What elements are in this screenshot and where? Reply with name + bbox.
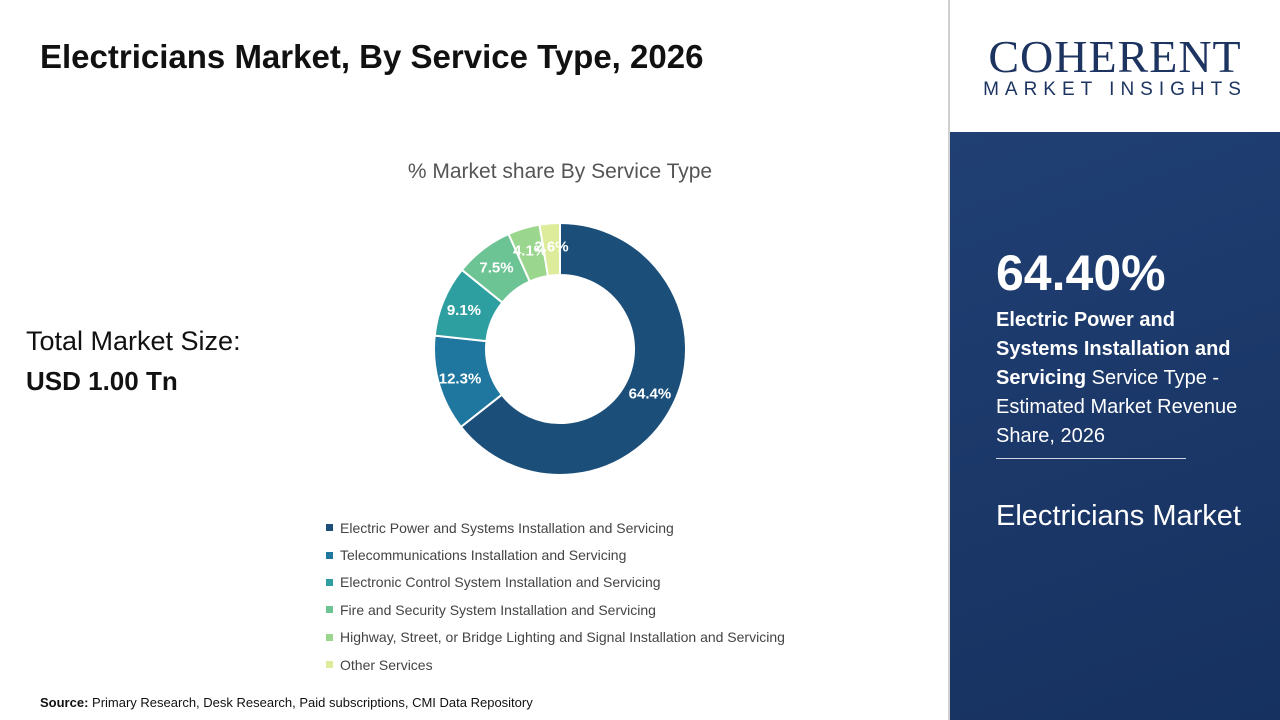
legend-swatch bbox=[326, 524, 333, 532]
legend-item: Fire and Security System Installation an… bbox=[326, 596, 785, 623]
donut-chart: 64.4% 12.3% 9.1% 7.5%4.1%2.6% bbox=[433, 221, 687, 476]
highlight-description: Electric Power and Systems Installation … bbox=[996, 306, 1256, 451]
donut-slice bbox=[459, 221, 687, 476]
legend-item: Electronic Control System Installation a… bbox=[326, 569, 785, 596]
side-panel: COHERENT MARKET INSIGHTS 64.40% Electric… bbox=[950, 0, 1280, 720]
donut-slice bbox=[538, 221, 561, 278]
legend-swatch bbox=[326, 551, 333, 559]
data-label: 4.1% bbox=[513, 242, 547, 259]
highlight-segment: Electric Power and Systems Installation … bbox=[996, 309, 1231, 389]
source-text: Primary Research, Desk Research, Paid su… bbox=[88, 695, 533, 710]
legend-swatch bbox=[326, 578, 333, 586]
legend-label: Fire and Security System Installation an… bbox=[340, 601, 656, 618]
legend-label: Electronic Control System Installation a… bbox=[340, 574, 661, 591]
data-label: 9.1% bbox=[447, 302, 481, 319]
legend-swatch bbox=[326, 606, 333, 614]
legend: Electric Power and Systems Installation … bbox=[326, 514, 785, 678]
divider bbox=[996, 458, 1186, 459]
data-label: 2.6% bbox=[534, 238, 568, 255]
source-label: Source: bbox=[40, 695, 89, 710]
legend-label: Telecommunications Installation and Serv… bbox=[340, 547, 627, 564]
logo: COHERENT MARKET INSIGHTS bbox=[950, 0, 1280, 132]
legend-label: Electric Power and Systems Installation … bbox=[340, 519, 674, 536]
legend-item: Electric Power and Systems Installation … bbox=[326, 514, 785, 541]
legend-swatch bbox=[326, 633, 333, 641]
source-note: Source: Primary Research, Desk Research,… bbox=[40, 695, 533, 710]
highlight-percent: 64.40% bbox=[996, 245, 1166, 301]
logo-main: COHERENT bbox=[988, 31, 1242, 82]
page-title: Electricians Market, By Service Type, 20… bbox=[40, 38, 704, 75]
legend-item: Telecommunications Installation and Serv… bbox=[326, 541, 785, 568]
highlight-panel: 64.40% Electric Power and Systems Instal… bbox=[950, 132, 1280, 720]
total-market-label: Total Market Size: bbox=[26, 326, 241, 356]
data-label: 64.4% bbox=[629, 386, 672, 403]
chart-area: Electricians Market, By Service Type, 20… bbox=[26, 0, 950, 720]
legend-label: Highway, Street, or Bridge Lighting and … bbox=[340, 629, 785, 646]
data-label: 12.3% bbox=[439, 371, 482, 388]
total-market-value: USD 1.00 Tn bbox=[26, 366, 178, 396]
logo-sub: MARKET INSIGHTS bbox=[983, 79, 1247, 100]
legend-swatch bbox=[326, 661, 333, 669]
legend-label: Other Services bbox=[340, 656, 433, 673]
market-name: Electricians Market bbox=[996, 500, 1241, 532]
chart-title: % Market share By Service Type bbox=[407, 160, 713, 183]
highlight-rest: Service Type - Estimated Market Revenue … bbox=[996, 367, 1238, 447]
data-label: 7.5% bbox=[479, 260, 513, 277]
legend-item: Other Services bbox=[326, 651, 785, 678]
legend-item: Highway, Street, or Bridge Lighting and … bbox=[326, 624, 785, 651]
